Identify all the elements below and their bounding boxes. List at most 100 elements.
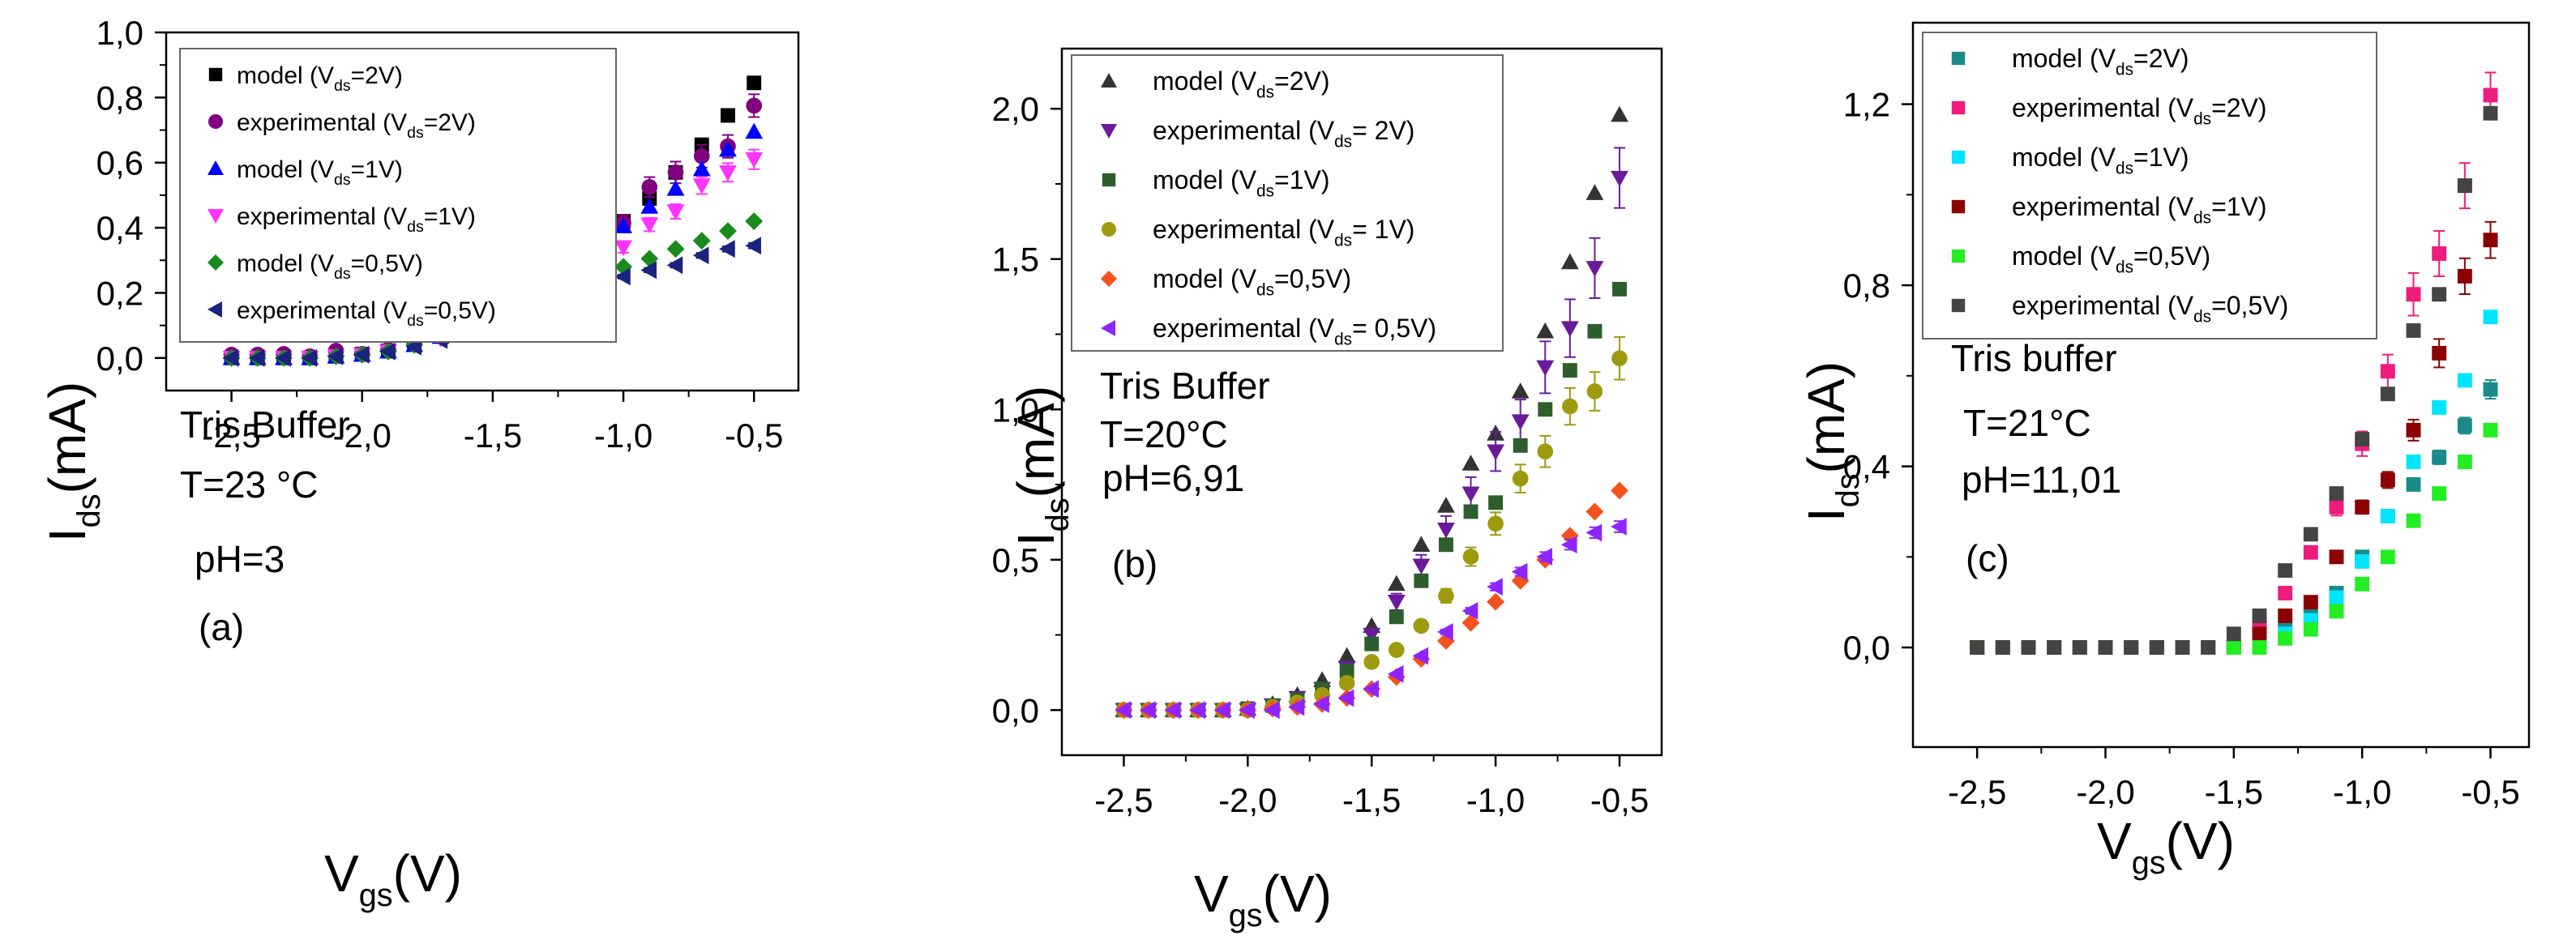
data-point — [1536, 322, 1555, 339]
x-tick-label: -2,5 — [1094, 781, 1153, 819]
y-tick-label: 0,0 — [96, 339, 143, 378]
data-point — [2175, 640, 2190, 655]
x-tick-label: -0,5 — [725, 416, 783, 455]
data-point — [614, 217, 632, 233]
legend-label: model (Vds=0,5V) — [1153, 264, 1351, 300]
annotation-text: pH=3 — [195, 538, 285, 580]
legend-label: model (Vds=0,5V) — [237, 250, 423, 283]
legend-marker — [1101, 271, 1117, 287]
data-point — [719, 222, 737, 241]
data-point — [2303, 595, 2318, 610]
panel-label: (a) — [199, 606, 244, 648]
data-point — [2432, 399, 2447, 415]
data-point — [666, 179, 685, 196]
data-point — [1537, 443, 1554, 460]
data-point — [2278, 609, 2293, 623]
data-point — [1363, 627, 1381, 644]
data-point — [301, 348, 318, 367]
data-point — [379, 342, 396, 361]
data-point — [2457, 418, 2472, 433]
legend-marker — [1951, 150, 1966, 164]
data-point — [1587, 323, 1603, 339]
data-point — [2432, 345, 2447, 361]
data-point — [1388, 642, 1405, 658]
data-point — [1461, 455, 1480, 471]
data-point — [1363, 680, 1379, 698]
panel-label: (b) — [1112, 543, 1157, 585]
legend-label: experimental (Vds=0,5V) — [237, 297, 496, 330]
data-point — [2252, 609, 2267, 623]
data-point — [1337, 647, 1356, 664]
data-point — [2380, 509, 2395, 523]
data-point — [1487, 515, 1504, 532]
data-point — [2406, 422, 2421, 438]
legend-label: experimental (Vds= 1V) — [1153, 215, 1414, 250]
legend-marker — [1951, 249, 1966, 263]
data-point — [2380, 364, 2395, 379]
data-point — [2432, 246, 2447, 261]
legend-box — [1922, 32, 2377, 339]
legend-label: model (Vds=1V) — [237, 156, 403, 189]
data-point — [1487, 592, 1505, 611]
data-point — [2098, 640, 2113, 655]
data-point — [745, 122, 764, 139]
y-tick-label: 0,6 — [96, 144, 143, 182]
data-point — [2483, 88, 2498, 103]
data-point — [1536, 360, 1555, 377]
x-axis-label: Vgs(V) — [1194, 865, 1332, 933]
data-point — [693, 147, 710, 164]
data-point — [1612, 281, 1627, 297]
data-point — [275, 348, 291, 367]
legend-label: experimental (Vds=1V) — [2012, 192, 2267, 228]
y-tick-label: 2,0 — [992, 90, 1039, 128]
y-axis-label: Ids(mA) — [1007, 386, 1076, 546]
data-point — [2406, 455, 2421, 469]
data-point — [1189, 701, 1205, 720]
legend-marker — [208, 114, 223, 129]
data-point — [2278, 586, 2293, 600]
legend-marker — [1101, 124, 1117, 139]
data-point — [1611, 481, 1628, 500]
data-point — [692, 178, 711, 194]
data-point — [1461, 486, 1480, 503]
legend-marker — [208, 209, 224, 224]
data-point — [1463, 504, 1478, 519]
data-point — [719, 165, 737, 181]
data-point — [1115, 701, 1132, 720]
series-6 — [1970, 105, 2498, 655]
data-point — [1585, 261, 1604, 277]
x-tick-label: -1,0 — [1466, 781, 1525, 819]
legend-label: model (Vds=2V) — [1153, 66, 1330, 102]
data-point — [1511, 382, 1530, 399]
y-tick-label: 0,4 — [96, 209, 143, 247]
legend: model (Vds=2V) experimental (Vds=2V) model… — [1922, 32, 2377, 339]
data-point — [2072, 640, 2087, 655]
data-point — [1487, 444, 1505, 461]
chart-panel-2: -2,5 -2,0 -1,5 -1,0 -0,5 0,0 0,5 1,0 1,5 2,0 Ids(m… — [992, 47, 1663, 933]
data-point — [640, 217, 659, 233]
legend-marker — [208, 67, 223, 82]
data-point — [2457, 455, 2472, 469]
data-point — [2252, 640, 2267, 655]
data-point — [1560, 253, 1579, 270]
legend-marker — [1102, 222, 1116, 237]
data-point — [1239, 701, 1256, 720]
data-point — [1511, 414, 1530, 431]
y-tick-label: 1,0 — [96, 14, 143, 52]
data-point — [2483, 233, 2498, 248]
x-tick-label: -1,5 — [1342, 781, 1401, 819]
data-point — [721, 108, 735, 123]
x-tick-label: -0,5 — [1590, 781, 1649, 819]
data-point — [640, 198, 659, 214]
data-point — [1288, 698, 1305, 716]
y-tick-label: 0,8 — [1843, 267, 1890, 305]
data-point — [667, 164, 684, 181]
data-point — [2303, 621, 2318, 637]
data-point — [2355, 499, 2370, 515]
data-point — [2483, 422, 2498, 438]
data-point — [614, 258, 632, 276]
data-point — [614, 240, 632, 257]
data-point — [745, 152, 764, 169]
data-point — [1585, 502, 1604, 521]
